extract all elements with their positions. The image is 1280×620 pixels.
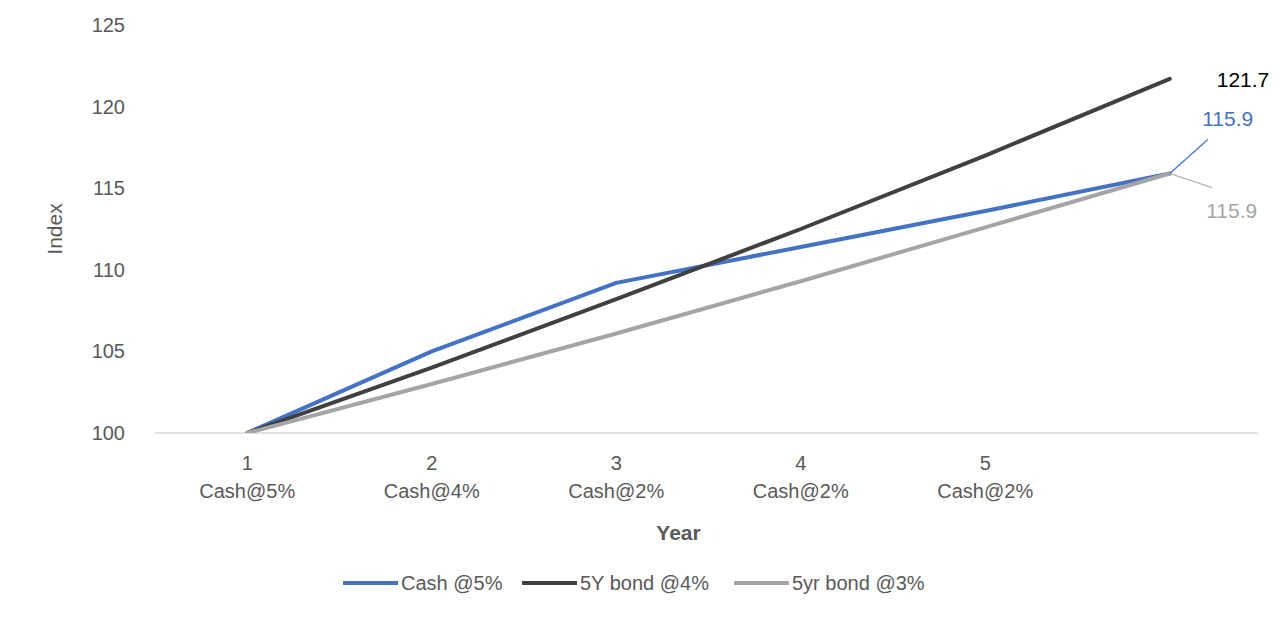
legend-label: Cash @5% xyxy=(401,572,503,594)
x-tick-label: 5Cash@2% xyxy=(937,452,1033,502)
legend-swatch xyxy=(734,581,789,585)
x-axis-title: Year xyxy=(656,521,700,544)
x-tick-label: 1Cash@5% xyxy=(199,452,295,502)
y-tick-label: 125 xyxy=(92,14,125,36)
data-label: 121.7 xyxy=(1217,68,1270,91)
x-tick-label: 4Cash@2% xyxy=(753,452,849,502)
chart-svg: 100 105 110 115 120 125 1Cash@5% 2Cash@4% 3Cash@… xyxy=(0,0,1280,620)
x-tick-label: 3Cash@2% xyxy=(568,452,664,502)
series-line xyxy=(247,174,1170,433)
legend-swatch xyxy=(343,581,398,585)
chart-container: 100 105 110 115 120 125 1Cash@5% 2Cash@4% 3Cash@… xyxy=(0,0,1280,620)
y-tick-label: 110 xyxy=(93,259,125,281)
label-leader xyxy=(1170,140,1208,174)
legend-label: 5yr bond @3% xyxy=(792,572,925,594)
label-leader xyxy=(1170,174,1212,188)
data-label: 115.9 xyxy=(1206,199,1257,222)
y-tick-label: 100 xyxy=(92,422,125,444)
plot-area xyxy=(247,79,1170,433)
y-tick-label: 115 xyxy=(93,177,125,199)
series-line xyxy=(247,174,1170,433)
x-axis-line xyxy=(155,432,1258,434)
legend-label: 5Y bond @4% xyxy=(580,572,709,594)
series-line xyxy=(247,79,1170,433)
y-tick-label: 105 xyxy=(92,340,125,362)
x-tick-label: 2Cash@4% xyxy=(384,452,480,502)
y-axis-title: Index xyxy=(43,203,66,255)
legend-swatch xyxy=(522,581,577,585)
data-label: 115.9 xyxy=(1202,107,1253,130)
y-tick-label: 120 xyxy=(92,96,125,118)
